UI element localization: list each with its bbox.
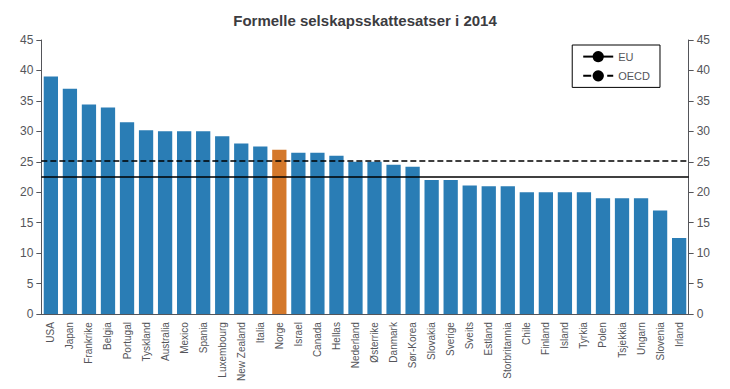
svg-text:Island: Island (559, 322, 570, 349)
svg-text:Italia: Italia (255, 322, 266, 344)
svg-text:5: 5 (697, 277, 704, 291)
svg-text:25: 25 (697, 155, 711, 169)
svg-text:Sør-Korea: Sør-Korea (407, 322, 418, 369)
svg-text:Nederland: Nederland (350, 322, 361, 368)
svg-text:Portugal: Portugal (122, 322, 133, 359)
svg-text:Belgia: Belgia (102, 322, 113, 350)
svg-text:5: 5 (27, 277, 34, 291)
svg-text:0: 0 (697, 307, 704, 321)
svg-text:Estland: Estland (483, 322, 494, 355)
svg-text:Mexico: Mexico (179, 322, 190, 354)
svg-text:10: 10 (697, 246, 711, 260)
svg-text:Canada: Canada (312, 322, 323, 357)
svg-text:Australia: Australia (160, 322, 171, 361)
svg-text:40: 40 (697, 63, 711, 77)
svg-text:15: 15 (697, 216, 711, 230)
svg-text:0: 0 (27, 307, 34, 321)
svg-text:Luxembourg: Luxembourg (217, 322, 228, 378)
svg-text:OECD: OECD (618, 70, 650, 82)
svg-text:35: 35 (20, 94, 34, 108)
svg-text:Danmark: Danmark (388, 321, 399, 363)
svg-text:Irland: Irland (674, 322, 685, 347)
svg-text:Storbritannia: Storbritannia (502, 322, 513, 379)
svg-text:45: 45 (20, 33, 34, 47)
svg-text:Slovakia: Slovakia (426, 322, 437, 360)
svg-text:20: 20 (20, 185, 34, 199)
svg-text:25: 25 (20, 155, 34, 169)
svg-text:Tsjekkia: Tsjekkia (617, 322, 628, 358)
svg-text:40: 40 (20, 63, 34, 77)
svg-text:Hellas: Hellas (331, 322, 342, 350)
svg-text:Tyrkia: Tyrkia (578, 322, 589, 349)
svg-text:15: 15 (20, 216, 34, 230)
svg-text:Spania: Spania (198, 322, 209, 354)
svg-text:Sveits: Sveits (464, 322, 475, 349)
svg-text:30: 30 (20, 124, 34, 138)
svg-text:Sverige: Sverige (445, 322, 456, 356)
svg-text:Slovenia: Slovenia (655, 322, 666, 361)
svg-text:Israel: Israel (293, 322, 304, 346)
svg-text:Norge: Norge (274, 322, 285, 350)
svg-text:Østerrike: Østerrike (369, 322, 380, 363)
svg-text:Ungarn: Ungarn (636, 322, 647, 355)
svg-text:Chile: Chile (521, 322, 532, 345)
svg-text:35: 35 (697, 94, 711, 108)
svg-text:Japan: Japan (64, 322, 75, 349)
svg-text:USA: USA (45, 322, 56, 343)
svg-text:Polen: Polen (597, 322, 608, 348)
svg-text:Formelle selskapsskattesatser: Formelle selskapsskattesatser i 2014 (233, 12, 497, 29)
svg-text:10: 10 (20, 246, 34, 260)
svg-text:20: 20 (697, 185, 711, 199)
svg-text:30: 30 (697, 124, 711, 138)
svg-text:EU: EU (618, 51, 633, 63)
svg-text:Frankrike: Frankrike (83, 322, 94, 364)
svg-text:Finland: Finland (540, 322, 551, 355)
svg-text:New Zealand: New Zealand (236, 322, 247, 381)
svg-text:45: 45 (697, 33, 711, 47)
svg-text:Tyskland: Tyskland (141, 322, 152, 361)
